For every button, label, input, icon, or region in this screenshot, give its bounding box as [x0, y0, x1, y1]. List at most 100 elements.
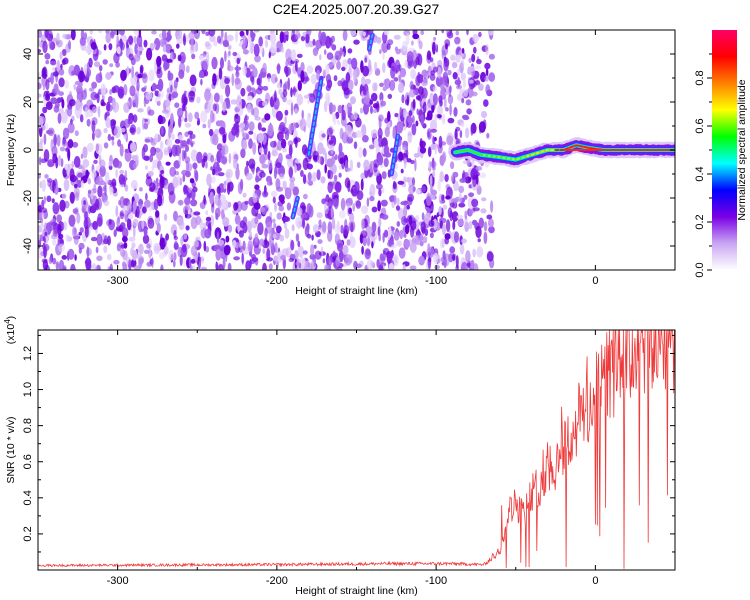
noise-blob: [433, 36, 437, 41]
noise-blob: [100, 83, 107, 96]
noise-blob: [57, 154, 62, 167]
noise-blob: [426, 128, 432, 140]
noise-blob: [468, 192, 475, 197]
noise-blob: [366, 236, 371, 247]
noise-blob: [180, 236, 184, 245]
noise-blob: [80, 30, 85, 41]
noise-blob: [284, 187, 292, 200]
noise-blob: [257, 122, 262, 131]
noise-blob: [38, 82, 42, 90]
y-tick-label: 0.4: [22, 490, 34, 505]
noise-blob: [86, 118, 91, 127]
noise-blob: [458, 202, 466, 208]
noise-blob: [223, 183, 227, 190]
noise-blob: [74, 254, 77, 261]
noise-blob: [396, 240, 402, 247]
noise-blob: [441, 223, 447, 236]
noise-blob: [82, 146, 88, 159]
noise-blob: [421, 87, 428, 100]
noise-blob: [153, 198, 159, 211]
noise-blob: [294, 164, 297, 174]
noise-blob: [438, 206, 442, 216]
noise-blob: [115, 168, 118, 178]
noise-blob: [67, 122, 75, 134]
noise-blob: [53, 105, 60, 113]
noise-blob: [142, 234, 150, 245]
signal-track-core: [521, 156, 526, 159]
noise-blob: [338, 172, 342, 178]
noise-blob: [146, 243, 151, 249]
noise-blob: [205, 161, 208, 169]
noise-blob: [282, 89, 288, 98]
noise-blob: [444, 91, 450, 96]
noise-blob: [455, 54, 461, 63]
noise-blob: [56, 59, 61, 73]
noise-blob: [301, 109, 304, 120]
noise-blob: [144, 138, 151, 143]
noise-blob: [89, 30, 94, 35]
noise-blob: [414, 158, 417, 172]
noise-blob: [135, 95, 139, 109]
noise-blob: [406, 51, 414, 62]
noise-blob: [408, 110, 413, 117]
noise-blob: [62, 127, 70, 140]
noise-blob: [317, 239, 323, 244]
noise-blob: [301, 213, 308, 219]
noise-blob: [179, 254, 183, 266]
noise-blob: [131, 249, 138, 261]
noise-blob: [99, 159, 106, 169]
noise-blob: [312, 224, 320, 233]
noise-blob: [488, 72, 496, 82]
noise-blob: [53, 133, 57, 147]
noise-blob: [142, 206, 147, 214]
noise-blob: [44, 231, 48, 237]
noise-blob: [371, 241, 374, 249]
noise-blob: [336, 243, 343, 252]
noise-blob: [224, 77, 230, 85]
noise-blob: [284, 31, 290, 35]
noise-blob: [262, 85, 269, 91]
noise-blob: [290, 87, 293, 98]
noise-blob: [81, 89, 87, 100]
noise-blob: [227, 34, 234, 42]
noise-blob: [248, 130, 254, 135]
noise-blob: [105, 31, 111, 44]
y-tick-label: 0.8: [22, 418, 34, 433]
noise-blob: [432, 170, 436, 178]
noise-blob: [459, 130, 463, 138]
noise-blob: [453, 231, 460, 243]
noise-blob: [378, 216, 382, 228]
noise-blob: [195, 41, 198, 53]
noise-blob: [290, 239, 295, 251]
noise-blob: [272, 218, 276, 223]
noise-blob: [290, 102, 294, 116]
noise-blob: [339, 157, 344, 164]
noise-blob: [473, 46, 477, 54]
noise-blob: [327, 201, 334, 208]
noise-blob: [355, 117, 362, 128]
noise-blob: [47, 159, 55, 168]
noise-blob: [307, 172, 312, 182]
noise-blob: [361, 76, 366, 87]
noise-blob: [159, 173, 163, 178]
noise-blob: [390, 65, 396, 79]
noise-blob: [455, 30, 460, 36]
noise-blob: [219, 94, 224, 104]
noise-blob: [52, 71, 59, 77]
noise-blob: [461, 238, 467, 244]
noise-blob: [83, 200, 86, 206]
noise-blob: [412, 33, 420, 40]
noise-blob: [103, 200, 110, 207]
noise-blob: [294, 108, 298, 115]
noise-blob: [425, 116, 433, 121]
noise-blob: [113, 30, 121, 35]
noise-blob: [130, 258, 137, 268]
noise-blob: [302, 217, 306, 229]
noise-blob: [259, 238, 265, 247]
noise-blob: [90, 41, 97, 50]
noise-blob: [137, 73, 142, 79]
noise-blob: [128, 236, 136, 242]
noise-blob: [224, 31, 228, 44]
noise-blob: [368, 59, 372, 72]
noise-blob: [404, 224, 410, 235]
